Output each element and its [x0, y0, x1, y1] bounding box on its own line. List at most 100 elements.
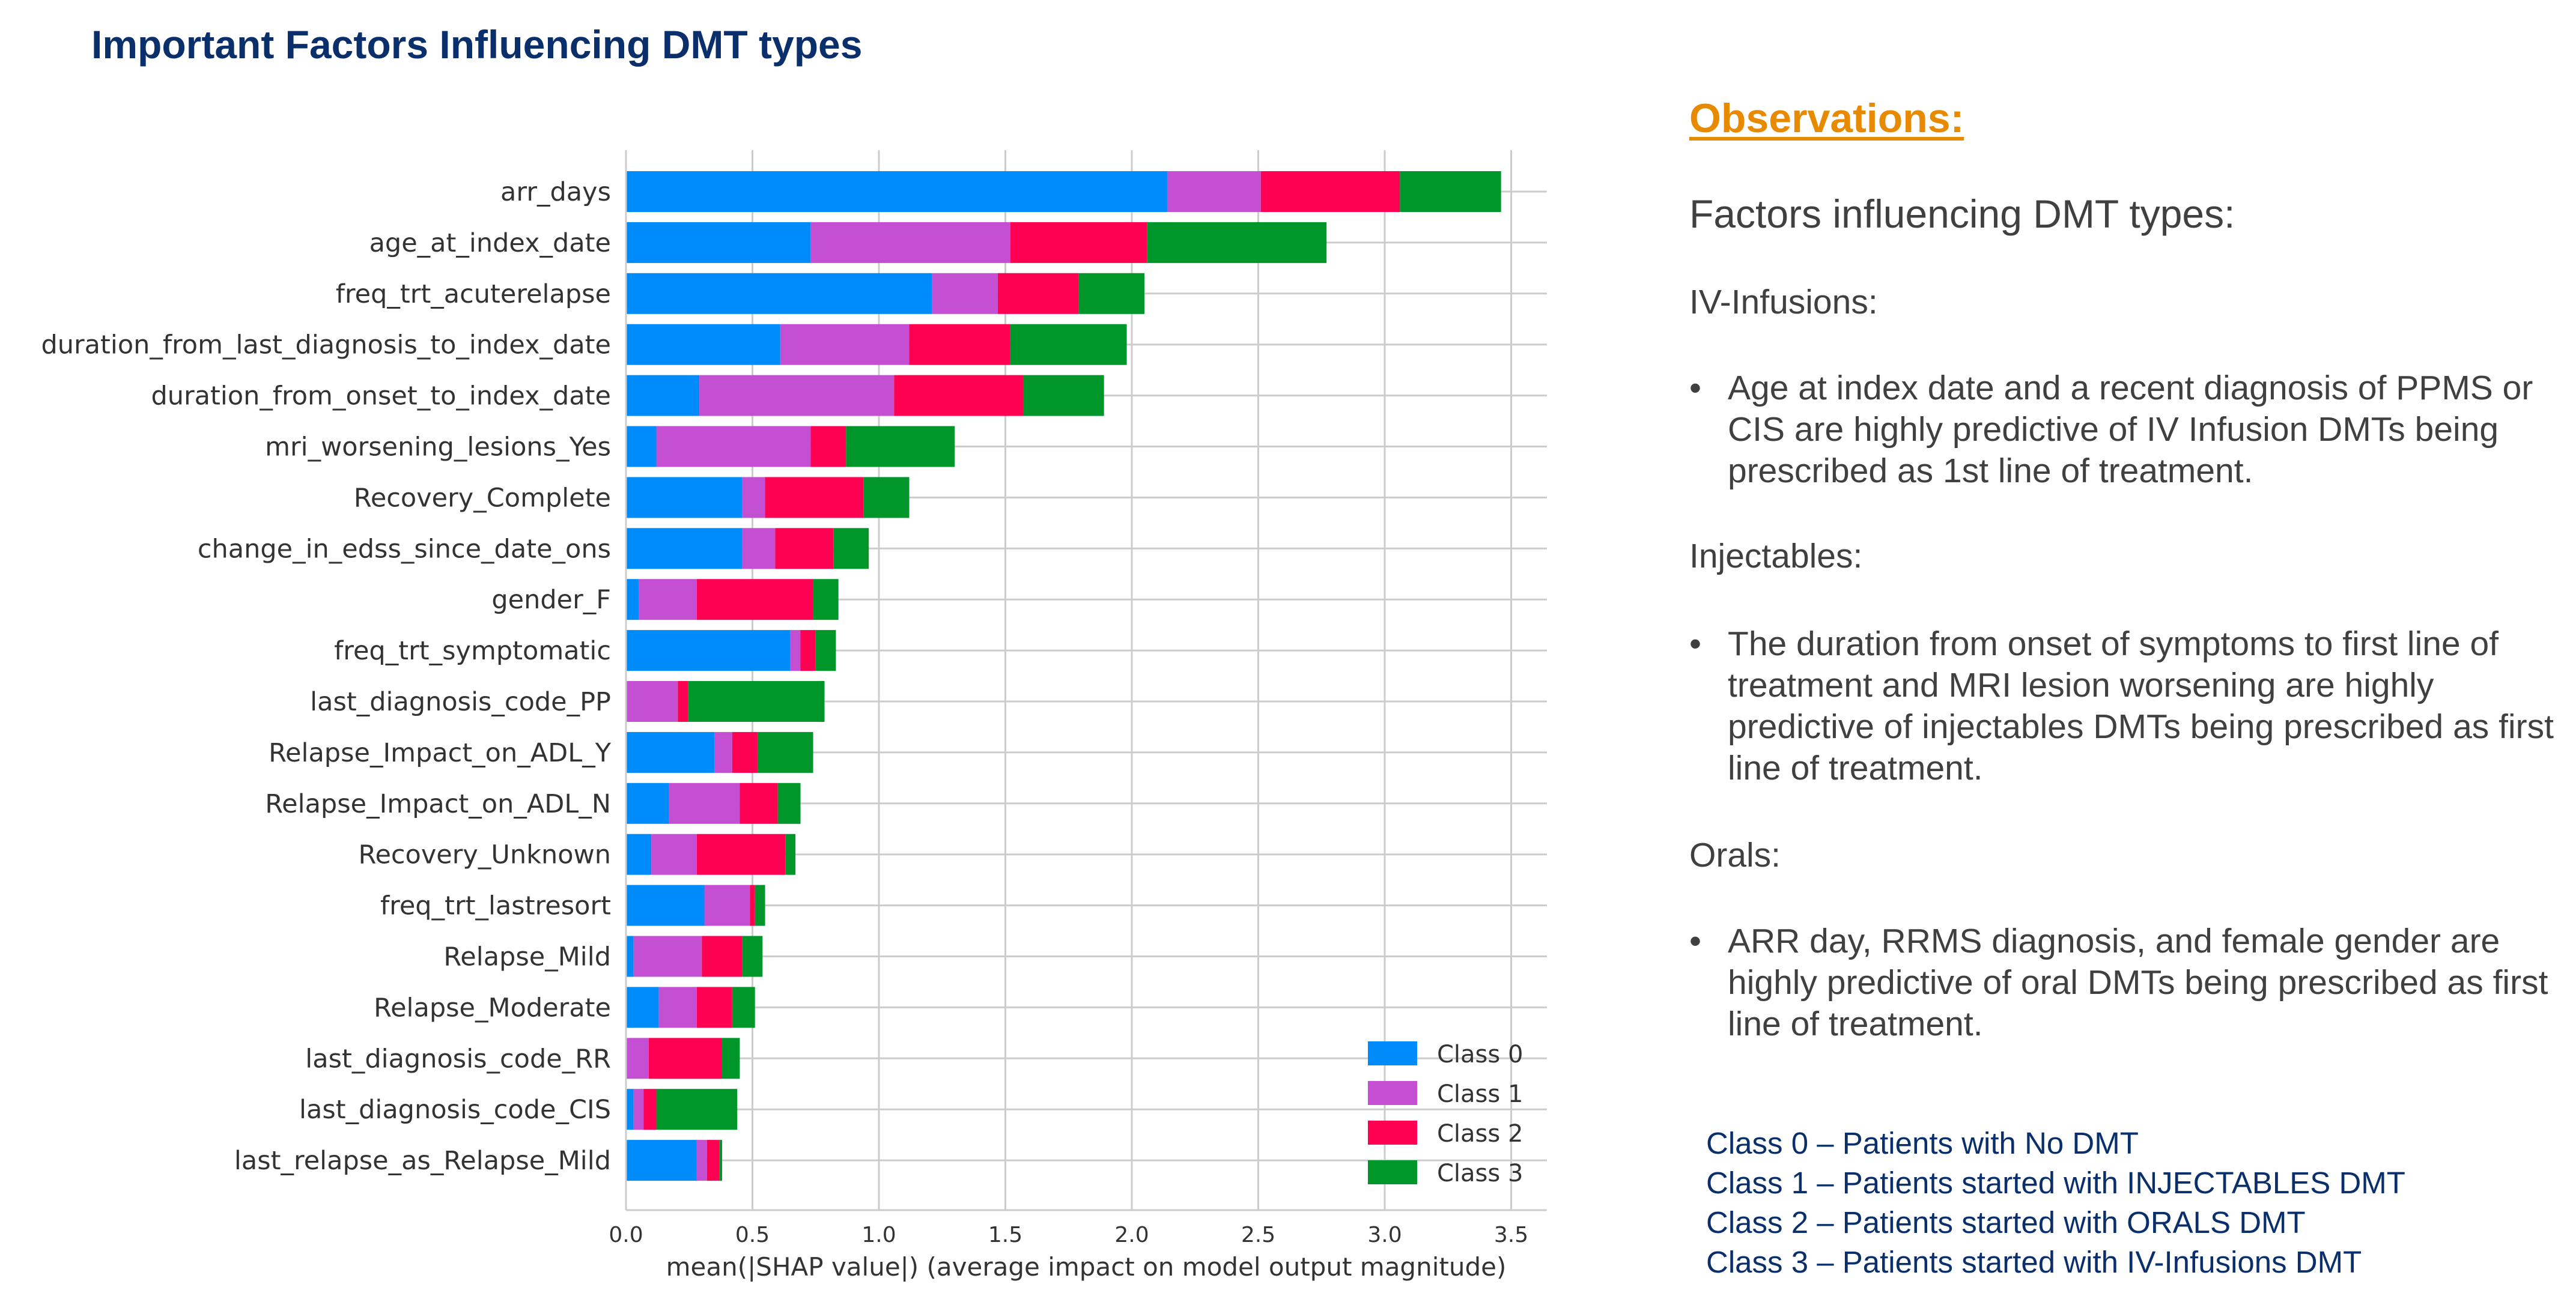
class-definition-0: Class 0 – Patients with No DMT	[1706, 1126, 2139, 1160]
bullet-text: ARR day, RRMS diagnosis, and female gend…	[1728, 922, 2548, 1043]
bar-segment-class-0	[626, 885, 705, 926]
bar-segment-class-1	[633, 1089, 644, 1130]
bar-segment-class-0	[626, 579, 639, 620]
bar-segment-class-1	[742, 477, 765, 518]
bar-segment-class-0	[626, 222, 811, 263]
bar-segment-class-0	[626, 731, 715, 773]
bar-segment-class-0	[626, 1089, 634, 1130]
section-label-iv: IV-Infusions:	[1689, 283, 1878, 321]
category-label: last_relapse_as_Relapse_Mild	[234, 1146, 611, 1176]
category-label: freq_trt_lastresort	[380, 891, 611, 921]
x-tick-label: 0.5	[735, 1223, 770, 1247]
bar-segment-class-1	[627, 681, 678, 722]
bar-segment-class-2	[1260, 171, 1400, 212]
bar-segment-class-2	[696, 834, 786, 875]
bar-segment-class-0	[626, 273, 932, 314]
bar-segment-class-2	[997, 273, 1079, 314]
bar-segment-class-1	[714, 731, 732, 773]
category-label: gender_F	[491, 585, 611, 615]
bullet-icon: •	[1689, 922, 1701, 960]
class-definition-2: Class 2 – Patients started with ORALS DM…	[1706, 1205, 2306, 1240]
class-definition-1: Class 1 – Patients started with INJECTAB…	[1706, 1166, 2405, 1200]
class-definition-3: Class 3 – Patients started with IV-Infus…	[1706, 1245, 2362, 1279]
bar-segment-class-3	[777, 783, 801, 824]
observations-heading: Observations:	[1689, 95, 1964, 141]
category-label: change_in_edss_since_date_ons	[198, 534, 611, 564]
category-label: Recovery_Complete	[354, 483, 611, 513]
bar-segment-class-1	[651, 834, 697, 875]
category-label: duration_from_last_diagnosis_to_index_da…	[41, 330, 611, 360]
bar-segment-class-3	[1010, 324, 1127, 365]
bar-segment-class-3	[656, 1089, 738, 1130]
x-tick-label: 2.5	[1241, 1223, 1275, 1247]
bar-segment-class-0	[626, 630, 791, 671]
bar-segment-class-3	[813, 579, 839, 620]
legend-label: Class 0	[1437, 1041, 1523, 1068]
legend-label: Class 3	[1437, 1160, 1523, 1187]
legend-swatch-class-1	[1368, 1081, 1417, 1105]
bar-segment-class-0	[626, 477, 743, 518]
x-tick-label: 1.0	[861, 1223, 896, 1247]
x-tick-label: 2.0	[1114, 1223, 1149, 1247]
slide-title: Important Factors Influencing DMT types	[91, 22, 863, 67]
bar-segment-class-1	[699, 375, 895, 416]
bullet-text: The duration from onset of symptoms to f…	[1728, 625, 2554, 787]
bar-segment-class-1	[669, 783, 740, 824]
bar-segment-class-0	[626, 783, 669, 824]
bar-segment-class-2	[643, 1089, 657, 1130]
bar-segment-class-3	[846, 426, 955, 467]
bar-segment-class-3	[721, 1038, 740, 1079]
category-label: last_diagnosis_code_RR	[305, 1044, 611, 1074]
bar-segment-class-0	[626, 987, 659, 1028]
bar-segment-class-1	[696, 1140, 707, 1181]
legend-swatch-class-3	[1368, 1160, 1417, 1184]
legend-swatch-class-2	[1368, 1121, 1417, 1145]
bar-segment-class-2	[740, 783, 778, 824]
bar-segment-class-1	[658, 987, 697, 1028]
bar-segment-class-2	[702, 936, 743, 977]
legend-label: Class 1	[1437, 1080, 1523, 1108]
bar-segment-class-3	[863, 477, 910, 518]
bar-segment-class-3	[688, 681, 825, 722]
x-axis-label: mean(|SHAP value|) (average impact on mo…	[666, 1252, 1507, 1282]
bar-segment-class-2	[706, 1140, 720, 1181]
bar-segment-class-2	[800, 630, 816, 671]
bar-segment-class-2	[775, 528, 834, 569]
category-label: Relapse_Impact_on_ADL_N	[265, 789, 611, 819]
category-label: last_diagnosis_code_PP	[310, 687, 611, 717]
bar-segment-class-1	[633, 936, 702, 977]
section-label-orals: Orals:	[1689, 836, 1781, 874]
bar-segment-class-0	[626, 375, 700, 416]
bar-segment-class-0	[626, 834, 652, 875]
bar-segment-class-3	[833, 528, 869, 569]
bar-segment-class-2	[810, 426, 846, 467]
bar-segment-class-3	[755, 885, 765, 926]
bullet-text: Age at index date and a recent diagnosis…	[1728, 369, 2533, 490]
bar-segment-class-1	[932, 273, 998, 314]
bar-segment-class-3	[719, 1140, 722, 1181]
x-tick-label: 3.0	[1367, 1223, 1402, 1247]
bar-segment-class-1	[704, 885, 750, 926]
legend-swatch-class-0	[1368, 1041, 1417, 1065]
legend-label: Class 2	[1437, 1120, 1523, 1148]
x-tick-label: 1.5	[988, 1223, 1022, 1247]
bar-segment-class-0	[626, 528, 743, 569]
bar-segment-class-0	[626, 426, 657, 467]
bar-segment-class-0	[626, 171, 1167, 212]
bar-segment-class-3	[1400, 171, 1501, 212]
category-label: Relapse_Moderate	[374, 993, 611, 1023]
category-label: duration_from_onset_to_index_date	[151, 381, 611, 411]
category-label: age_at_index_date	[369, 228, 611, 258]
bar-segment-class-2	[696, 579, 813, 620]
bar-segment-class-2	[765, 477, 864, 518]
bar-segment-class-2	[678, 681, 688, 722]
category-label: mri_worsening_lesions_Yes	[265, 432, 611, 462]
bullet-icon: •	[1689, 625, 1701, 663]
bullet-icon: •	[1689, 369, 1701, 407]
bar-segment-class-3	[757, 731, 813, 773]
bar-segment-class-0	[626, 1140, 697, 1181]
bar-segment-class-2	[1010, 222, 1147, 263]
bar-segment-class-3	[732, 987, 755, 1028]
bar-segment-class-1	[742, 528, 776, 569]
section-label-injectables: Injectables:	[1689, 537, 1863, 575]
